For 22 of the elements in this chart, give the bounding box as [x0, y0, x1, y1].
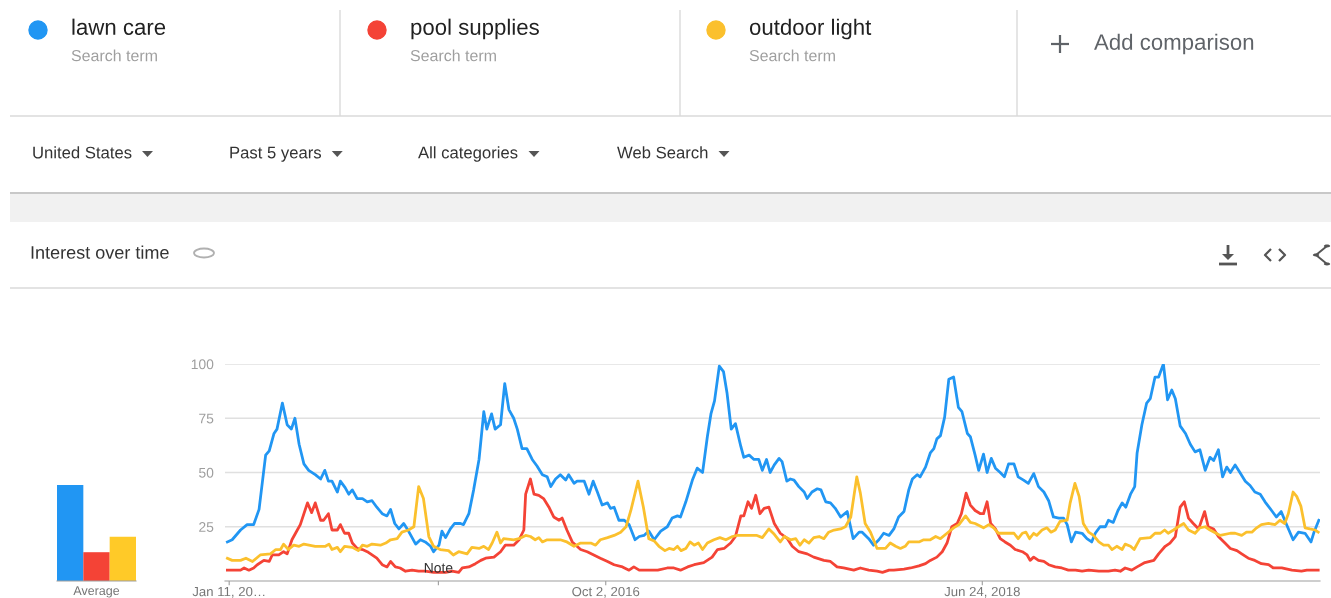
- line-series: [226, 364, 1320, 554]
- y-tick-label: 75: [199, 413, 214, 424]
- x-tick-label: Jun 24, 2018: [944, 586, 1020, 598]
- text: All categories: [418, 146, 518, 162]
- text: Past 5 years: [230, 146, 322, 162]
- chart-title: Interest over time: [31, 245, 169, 259]
- text: United States: [33, 146, 132, 159]
- text: Web Search: [617, 146, 708, 159]
- y-tick-label: 100: [191, 359, 214, 370]
- annotation: Note: [424, 563, 453, 573]
- text: Search term: [410, 49, 496, 62]
- x-axis-title: Average: [73, 586, 120, 598]
- y-tick-label: 50: [199, 467, 214, 478]
- legend-label: outdoor light: [749, 18, 872, 40]
- legend-label: pool supplies: [411, 18, 539, 40]
- text: Search term: [71, 49, 157, 62]
- y-tick-label: 25: [199, 522, 214, 532]
- legend-label: lawn care: [72, 18, 166, 35]
- text: Add comparison: [1094, 33, 1254, 55]
- x-tick-label: Oct 2, 2016: [572, 586, 640, 598]
- x-tick-label: Jan 11, 20…: [192, 586, 265, 598]
- text: Search term: [749, 49, 835, 62]
